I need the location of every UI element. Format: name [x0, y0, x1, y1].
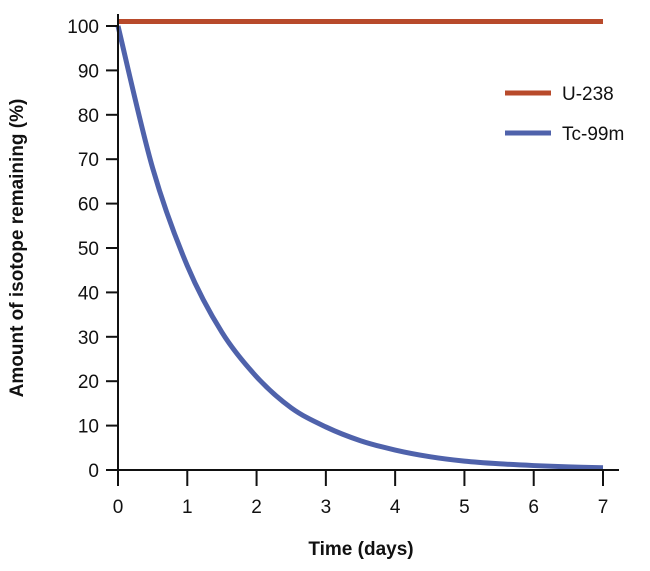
x-tick-label: 0: [113, 497, 124, 518]
x-tick-label: 2: [251, 497, 262, 518]
legend-label-tc99m: Tc-99m: [562, 124, 624, 145]
y-tick-label: 0: [88, 461, 99, 482]
y-tick-label: 50: [78, 239, 99, 260]
x-tick-label: 4: [390, 497, 401, 518]
y-tick-label: 100: [67, 17, 99, 38]
x-tick-label: 7: [598, 497, 609, 518]
x-axis-title: Time (days): [308, 539, 413, 560]
x-tick-label: 6: [528, 497, 539, 518]
y-tick-label: 40: [78, 283, 99, 304]
y-tick-label: 30: [78, 328, 99, 349]
series-layer: [115, 19, 604, 471]
y-tick-label: 60: [78, 195, 99, 216]
y-tick-label: 20: [78, 372, 99, 393]
x-ticks: 0 1 2 3 4 5 6 7: [113, 470, 609, 518]
y-axis-title: Amount of isotope remaining (%): [7, 99, 28, 398]
x-tick-label: 5: [459, 497, 470, 518]
y-tick-label: 90: [78, 61, 99, 82]
y-tick-label: 10: [78, 417, 99, 438]
x-tick-label: 1: [182, 497, 193, 518]
y-tick-label: 80: [78, 106, 99, 127]
series-line-tc99m: [115, 25, 604, 471]
legend: U-238 Tc-99m: [505, 84, 624, 145]
legend-label-u238: U-238: [562, 84, 614, 105]
y-tick-label: 70: [78, 150, 99, 171]
x-tick-label: 3: [321, 497, 332, 518]
y-ticks: 0 10 20 30 40 50 60 70 80 90 100: [67, 17, 118, 482]
